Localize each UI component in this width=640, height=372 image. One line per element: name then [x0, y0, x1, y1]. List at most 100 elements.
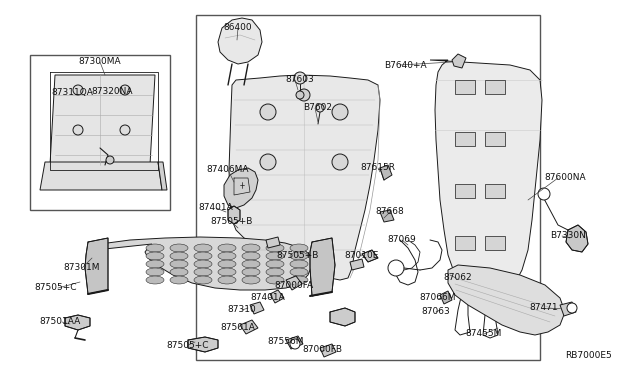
Text: 87556M: 87556M — [268, 337, 304, 346]
Text: 87501A: 87501A — [221, 324, 255, 333]
Text: 87471: 87471 — [530, 304, 558, 312]
Circle shape — [567, 303, 577, 313]
Text: 87505+B: 87505+B — [211, 218, 253, 227]
Ellipse shape — [194, 260, 212, 268]
Bar — [30, 55, 170, 210]
Polygon shape — [95, 237, 312, 290]
Ellipse shape — [290, 260, 308, 268]
Polygon shape — [448, 265, 565, 335]
Text: 87311QA: 87311QA — [51, 87, 93, 96]
Text: 87063: 87063 — [422, 308, 451, 317]
Ellipse shape — [290, 244, 308, 252]
Text: 87320NA: 87320NA — [92, 87, 132, 96]
Bar — [455, 132, 475, 146]
Circle shape — [296, 91, 304, 99]
Ellipse shape — [266, 268, 284, 276]
Polygon shape — [362, 250, 378, 262]
Polygon shape — [310, 238, 335, 296]
Polygon shape — [85, 238, 108, 294]
Text: 86400: 86400 — [224, 23, 252, 32]
Polygon shape — [380, 210, 394, 222]
Bar — [485, 80, 505, 94]
Polygon shape — [228, 206, 240, 224]
Ellipse shape — [170, 252, 188, 260]
Circle shape — [260, 104, 276, 120]
Polygon shape — [440, 291, 452, 304]
Ellipse shape — [218, 276, 236, 284]
Text: 87062: 87062 — [444, 273, 472, 282]
Ellipse shape — [170, 276, 188, 284]
Ellipse shape — [290, 276, 308, 284]
Circle shape — [388, 260, 404, 276]
Ellipse shape — [146, 268, 164, 276]
Text: 87455M: 87455M — [466, 330, 502, 339]
Bar — [485, 236, 505, 250]
Polygon shape — [452, 54, 466, 68]
Polygon shape — [566, 225, 588, 252]
Polygon shape — [270, 290, 284, 303]
Polygon shape — [65, 315, 90, 330]
Circle shape — [332, 104, 348, 120]
Ellipse shape — [266, 244, 284, 252]
Ellipse shape — [266, 260, 284, 268]
Circle shape — [73, 85, 83, 95]
Ellipse shape — [194, 268, 212, 276]
Ellipse shape — [266, 276, 284, 284]
Text: 87310: 87310 — [228, 305, 257, 314]
Text: 87069: 87069 — [388, 235, 417, 244]
Polygon shape — [229, 75, 380, 280]
Text: 87301M: 87301M — [64, 263, 100, 273]
Bar — [455, 236, 475, 250]
Text: 87300MA: 87300MA — [79, 58, 122, 67]
Ellipse shape — [242, 244, 260, 252]
Ellipse shape — [218, 260, 236, 268]
Polygon shape — [286, 276, 302, 290]
Bar — [485, 184, 505, 198]
Text: B7602: B7602 — [303, 103, 333, 112]
Ellipse shape — [146, 276, 164, 284]
Polygon shape — [240, 320, 258, 334]
Ellipse shape — [146, 244, 164, 252]
Polygon shape — [350, 259, 364, 270]
Bar — [485, 132, 505, 146]
Circle shape — [73, 125, 83, 135]
Ellipse shape — [242, 268, 260, 276]
Circle shape — [316, 104, 324, 112]
Text: B7640+A: B7640+A — [384, 61, 426, 70]
Circle shape — [120, 125, 130, 135]
Polygon shape — [430, 60, 542, 295]
Text: 87668: 87668 — [376, 208, 404, 217]
Polygon shape — [40, 162, 162, 190]
Ellipse shape — [170, 268, 188, 276]
Text: 87505+C: 87505+C — [167, 340, 209, 350]
Text: 87000FB: 87000FB — [302, 346, 342, 355]
Ellipse shape — [194, 252, 212, 260]
Text: 87505+C: 87505+C — [35, 283, 77, 292]
Ellipse shape — [218, 268, 236, 276]
Ellipse shape — [194, 276, 212, 284]
Polygon shape — [188, 337, 218, 352]
Polygon shape — [224, 168, 258, 208]
Text: 87406MA: 87406MA — [207, 166, 249, 174]
Text: RB7000E5: RB7000E5 — [564, 352, 611, 360]
Polygon shape — [50, 75, 155, 165]
Ellipse shape — [170, 260, 188, 268]
Text: 87000FA: 87000FA — [275, 280, 314, 289]
Text: 87505+B: 87505+B — [277, 250, 319, 260]
Ellipse shape — [242, 252, 260, 260]
Circle shape — [260, 154, 276, 170]
Text: 87600NA: 87600NA — [544, 173, 586, 183]
Ellipse shape — [242, 260, 260, 268]
Ellipse shape — [218, 244, 236, 252]
Text: 87401A: 87401A — [198, 203, 234, 212]
Polygon shape — [218, 18, 262, 64]
Circle shape — [538, 188, 550, 200]
Polygon shape — [380, 165, 392, 180]
Text: 87615R: 87615R — [360, 164, 396, 173]
Ellipse shape — [146, 260, 164, 268]
Ellipse shape — [266, 252, 284, 260]
Ellipse shape — [218, 252, 236, 260]
Text: 87066M: 87066M — [420, 294, 456, 302]
Circle shape — [120, 85, 130, 95]
Ellipse shape — [170, 244, 188, 252]
